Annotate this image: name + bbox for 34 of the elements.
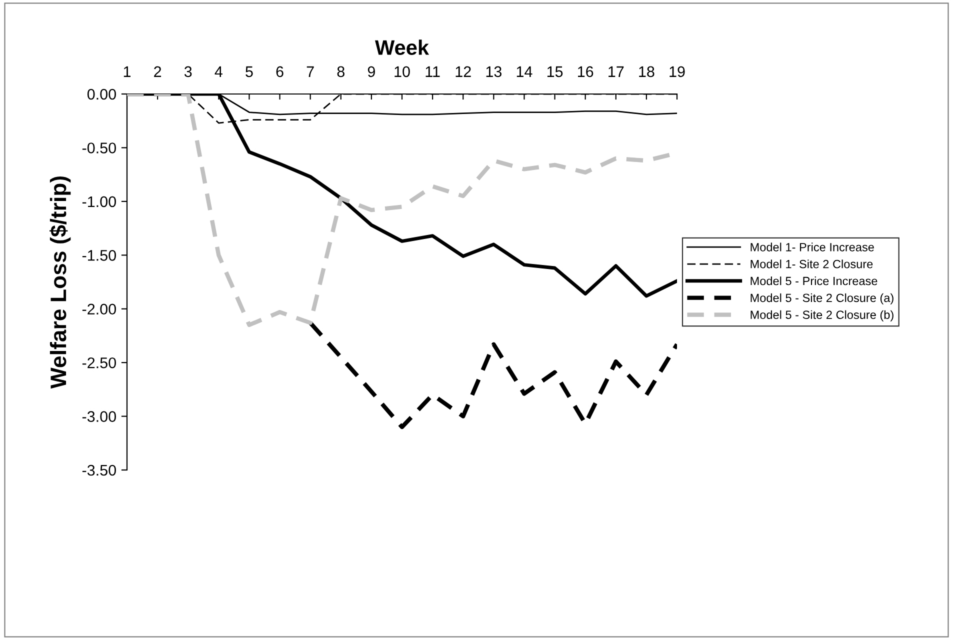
- x-tick-label: 16: [578, 66, 594, 78]
- legend-label: Model 1- Price Increase: [750, 242, 874, 252]
- y-tick-label: -1.00: [82, 196, 116, 208]
- x-tick-label: 8: [337, 66, 344, 78]
- y-tick-label: -3.50: [82, 464, 116, 476]
- x-tick-label: 10: [394, 66, 410, 78]
- y-axis-title: Welfare Loss ($/trip): [50, 176, 71, 389]
- y-tick-label: -3.00: [82, 411, 116, 422]
- x-tick-label: 3: [184, 66, 192, 78]
- x-tick-label: 2: [154, 66, 162, 77]
- x-tick-label: 11: [426, 66, 440, 77]
- y-tick-label: -1.50: [82, 250, 116, 261]
- y-tick-label: 0.00: [87, 88, 116, 100]
- x-tick-label: 19: [670, 66, 685, 78]
- legend-label: Model 5 - Price Increase: [750, 276, 878, 286]
- x-tick-label: 13: [486, 66, 502, 78]
- x-tick-label: 15: [547, 66, 563, 78]
- x-tick-label: 17: [608, 66, 624, 77]
- x-tick-label: 9: [368, 66, 375, 78]
- x-tick-label: 14: [516, 66, 532, 77]
- x-tick-label: 1: [124, 66, 131, 77]
- y-tick-label: -2.50: [82, 357, 116, 368]
- x-tick-label: 6: [276, 66, 284, 78]
- x-tick-label: 12: [456, 66, 471, 77]
- legend-label: Model 5 - Site 2 Closure (a): [750, 293, 894, 304]
- x-tick-label: 5: [246, 66, 253, 78]
- x-tick-label: 18: [639, 66, 654, 78]
- x-tick-label: 7: [306, 66, 314, 77]
- x-axis-title: Week: [374, 40, 430, 55]
- legend-label: Model 5 - Site 2 Closure (b): [750, 310, 894, 322]
- legend-label: Model 1- Site 2 Closure: [750, 260, 873, 268]
- y-tick-label: -2.00: [82, 304, 116, 315]
- x-tick-label: 4: [214, 66, 222, 77]
- y-tick-label: -0.50: [82, 142, 116, 154]
